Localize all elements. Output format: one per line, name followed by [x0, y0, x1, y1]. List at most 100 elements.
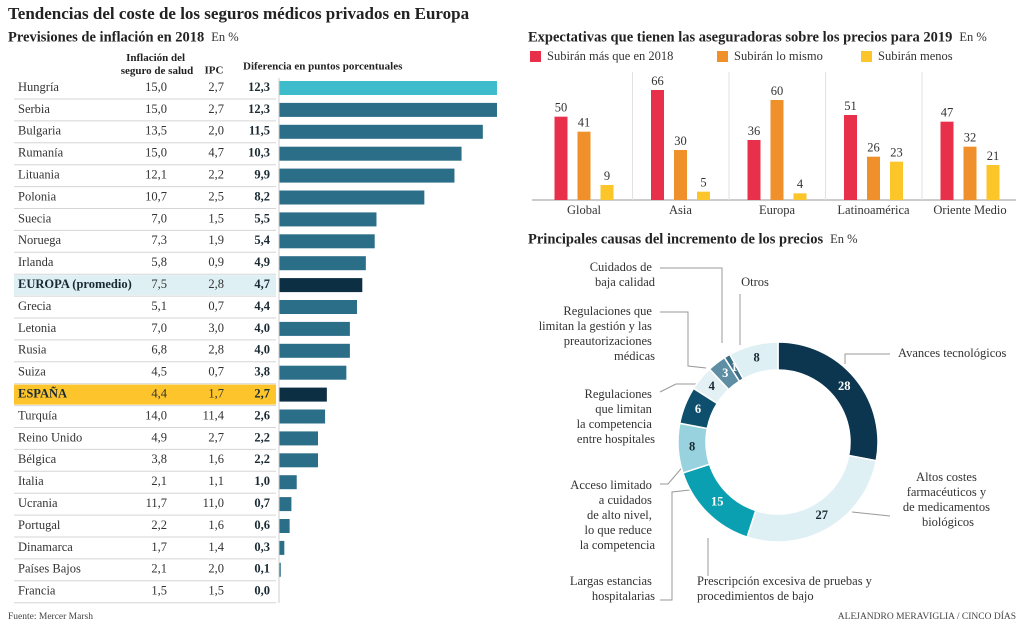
table-cell: 0,7 [208, 365, 224, 379]
category-label: Cuidados de baja calidad [590, 260, 656, 289]
table-cell: 6,8 [151, 343, 167, 357]
x-tick-label: Global [567, 203, 602, 217]
unit-label: En % [211, 30, 238, 44]
table-cell: 1,7 [151, 540, 167, 554]
value-label: 9,9 [254, 167, 270, 181]
bar [279, 278, 363, 293]
table-cell: 13,5 [145, 124, 167, 138]
value-label: 3,8 [254, 365, 270, 379]
table-cell: 0,9 [208, 255, 224, 269]
bar [986, 165, 1000, 200]
row-label: EUROPA (promedio) [18, 277, 132, 291]
table-cell: 14,0 [145, 408, 167, 422]
x-tick-label: Latinoamérica [837, 203, 910, 217]
category-label: Largas estancias hospitalarias [570, 574, 655, 603]
unit-label: En % [959, 30, 986, 44]
table-cell: 4,7 [208, 146, 224, 160]
segment-label: 15 [711, 495, 724, 509]
row-highlight [14, 275, 276, 296]
donut-segment [728, 341, 779, 380]
bar [279, 81, 497, 95]
row-label: Francia [18, 584, 56, 598]
category-label: Otros [741, 275, 769, 289]
chart-title: Principales causas del incremento de los… [528, 231, 823, 247]
segment-label: 4 [709, 379, 716, 393]
table-cell: 1,5 [208, 211, 224, 225]
table-cell: 2,0 [208, 562, 224, 576]
bar [279, 387, 327, 402]
row-label: Rumanía [18, 146, 64, 160]
value-label: 2,2 [254, 452, 270, 466]
table-cell: 11,0 [203, 496, 224, 510]
value-label: 1,0 [254, 474, 270, 488]
legend-label: Subirán lo mismo [734, 49, 823, 63]
value-label: 10,3 [248, 146, 270, 160]
column-header: Diferencia en puntos porcentuales [243, 61, 403, 73]
value-label: 0,3 [254, 540, 270, 554]
row-label: Suecia [18, 211, 52, 225]
x-tick-label: Oriente Medio [933, 203, 1006, 217]
category-label: Acceso limitado a cuidados de alto nivel… [570, 478, 655, 552]
x-tick-label: Europa [759, 203, 796, 217]
bar [279, 409, 326, 424]
row-label: ESPAÑA [18, 386, 67, 400]
bar [279, 234, 375, 249]
segment-label: 8 [753, 351, 759, 365]
category-label: Avances tecnológicos [898, 346, 1007, 360]
column-header: Inflación del seguro de salud [121, 52, 194, 77]
table-cell: 2,0 [208, 124, 224, 138]
table-cell: 5,8 [151, 255, 167, 269]
row-label: Dinamarca [18, 540, 73, 554]
chart-title: Previsiones de inflación en 2018 [8, 29, 204, 45]
leader-line [844, 353, 890, 364]
value-label: 4,7 [254, 277, 270, 291]
table-cell: 11,4 [203, 408, 225, 422]
source: Fuente: Mercer Marsh [8, 612, 93, 622]
segment-label: 28 [838, 379, 851, 393]
bar [867, 156, 880, 200]
table-cell: 2,7 [208, 102, 224, 116]
row-label: Suiza [18, 365, 46, 379]
bar [279, 519, 290, 533]
value-label: 2,7 [254, 386, 270, 400]
bar [279, 321, 350, 336]
row-label: Noruega [18, 233, 61, 247]
bar [279, 256, 366, 271]
value-label: 12,3 [248, 80, 270, 94]
value-label: 60 [771, 84, 784, 98]
table-cell: 4,5 [151, 365, 167, 379]
table-cell: 2,2 [208, 167, 224, 181]
row-label: Polonia [18, 189, 57, 203]
table-cell: 1,5 [208, 584, 224, 598]
bar [279, 168, 455, 183]
segment-label: 6 [695, 402, 701, 416]
bar [279, 190, 425, 205]
table-cell: 1,4 [208, 540, 224, 554]
table-cell: 7,0 [151, 211, 167, 225]
category-label: Altos costes farmacéuticos y de medicame… [903, 470, 993, 529]
row-label: Países Bajos [18, 562, 81, 576]
row-label: Lituania [18, 167, 60, 181]
leader-line [659, 383, 697, 393]
table-cell: 2,1 [151, 474, 167, 488]
value-label: 21 [987, 149, 1000, 163]
value-label: 2,6 [254, 408, 270, 422]
value-label: 0,6 [254, 518, 270, 532]
table-cell: 1,6 [208, 452, 224, 466]
row-label: Rusia [18, 343, 47, 357]
bar [279, 431, 318, 446]
segment-label: 8 [689, 439, 695, 453]
bar [651, 90, 664, 200]
table-cell: 2,8 [208, 277, 224, 291]
column-header: IPC [205, 65, 224, 77]
donut-segment [777, 341, 879, 462]
bar [279, 102, 497, 117]
table-cell: 11,7 [146, 496, 167, 510]
table-cell: 3,0 [208, 321, 224, 335]
unit-label: En % [830, 232, 857, 246]
table-cell: 1,7 [208, 386, 224, 400]
row-label: Letonia [18, 321, 57, 335]
table-cell: 4,9 [151, 430, 167, 444]
table-cell: 7,0 [151, 321, 167, 335]
table-cell: 1,9 [208, 233, 224, 247]
